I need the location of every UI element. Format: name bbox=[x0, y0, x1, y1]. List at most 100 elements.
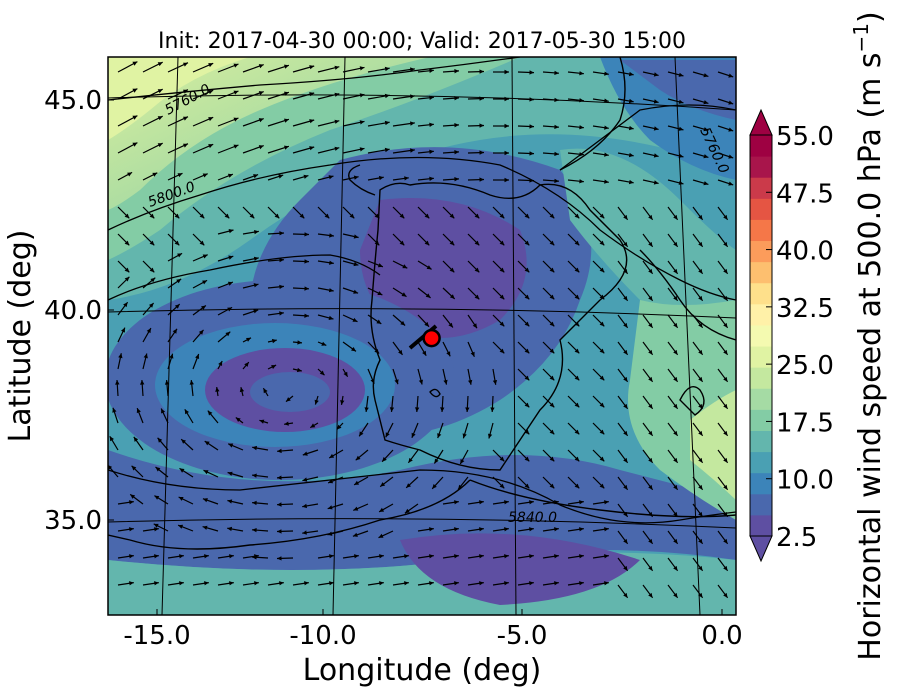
wind-vector-head bbox=[504, 177, 509, 183]
wind-vector-head bbox=[723, 322, 728, 328]
wind-vector-head bbox=[169, 353, 174, 359]
wind-vector-head bbox=[334, 92, 340, 97]
wind-vector-head bbox=[246, 337, 251, 342]
wind-vector-head bbox=[353, 289, 359, 294]
colorbar-segment bbox=[750, 430, 772, 453]
wind-vector-head bbox=[164, 380, 170, 385]
wind-field-slow-core bbox=[360, 198, 527, 338]
colorbar-ticks: 2.5 10.0 17.5 25.0 32.5 40.0 47.5 55.0 bbox=[766, 122, 834, 553]
wind-vector-head bbox=[653, 99, 659, 104]
wind-vector-head bbox=[648, 457, 653, 463]
wind-vector-head bbox=[400, 320, 406, 326]
colorbar-tick-label: 10.0 bbox=[776, 466, 834, 496]
wind-vector-head bbox=[129, 527, 134, 532]
wind-vector-head bbox=[549, 240, 555, 246]
wind-vector-head bbox=[370, 378, 375, 384]
wind-vector-head bbox=[554, 124, 559, 129]
wind-vector-head bbox=[303, 174, 309, 179]
wind-vector-head bbox=[623, 403, 628, 409]
wind-vector-head bbox=[524, 348, 530, 354]
wind-vector-head bbox=[136, 408, 141, 414]
wind-vector-head bbox=[284, 421, 289, 426]
wind-vector-head bbox=[195, 354, 200, 359]
wind-vector-head bbox=[225, 331, 231, 337]
wind-vector-head bbox=[574, 213, 580, 219]
wind-vector-head bbox=[604, 554, 609, 559]
wind-vector-head bbox=[176, 278, 182, 284]
wind-vector-head bbox=[554, 581, 559, 586]
wind-vector-head bbox=[252, 555, 257, 560]
wind-vector-head bbox=[406, 483, 411, 488]
wind-vector-head bbox=[454, 581, 459, 586]
wind-vector-head bbox=[124, 240, 130, 246]
wind-field-low-center bbox=[250, 372, 330, 412]
wind-vector-head bbox=[703, 127, 709, 132]
wind-vector-head bbox=[149, 240, 155, 246]
wind-vector-head bbox=[579, 71, 584, 76]
wind-vector-head bbox=[329, 581, 334, 586]
wind-vector-head bbox=[424, 321, 429, 327]
wind-vector-head bbox=[623, 430, 628, 436]
wind-vector-head bbox=[374, 240, 380, 246]
wind-vector-head bbox=[599, 321, 605, 327]
wind-vector-head bbox=[410, 121, 415, 126]
colorbar-tick-label: 2.5 bbox=[776, 523, 817, 553]
wind-vector-head bbox=[157, 89, 163, 94]
wind-vector-head bbox=[177, 253, 183, 258]
wind-vector-head bbox=[204, 554, 209, 559]
wind-vector-head bbox=[524, 240, 530, 246]
wind-vector-head bbox=[208, 144, 214, 149]
colorbar-segment bbox=[750, 388, 772, 410]
wind-vector-head bbox=[121, 327, 125, 333]
wind-vector-head bbox=[354, 554, 359, 559]
map-frame bbox=[107, 56, 737, 616]
wind-vector-head bbox=[723, 430, 728, 436]
wind-vector-head bbox=[215, 387, 220, 392]
wind-field-slow-south bbox=[108, 450, 736, 570]
wind-vector-head bbox=[377, 291, 383, 295]
wind-vector-head bbox=[174, 213, 180, 219]
wind-field-south-slow bbox=[400, 533, 640, 605]
wind-vector-head bbox=[454, 69, 459, 74]
wind-vector-head bbox=[254, 581, 259, 586]
wind-vector-head bbox=[279, 284, 284, 289]
wind-vector-head bbox=[524, 429, 530, 435]
wind-vector-head bbox=[623, 268, 628, 274]
wind-vector-head bbox=[329, 453, 335, 458]
colorbar-min-extension bbox=[749, 535, 773, 563]
wind-vector-head bbox=[129, 581, 134, 586]
wind-vector-head bbox=[604, 500, 609, 505]
wind-vector-head bbox=[574, 240, 580, 246]
wind-vector-head bbox=[377, 263, 383, 268]
colorbar-segment bbox=[750, 409, 772, 431]
wind-vector-head bbox=[460, 459, 465, 464]
colorbar-frame bbox=[749, 134, 773, 537]
wind-vector-head bbox=[153, 523, 159, 528]
wind-vector-head bbox=[314, 399, 319, 405]
wind-vector-head bbox=[653, 180, 659, 185]
wind-vector-head bbox=[648, 322, 653, 328]
wind-vector-head bbox=[623, 592, 628, 598]
wind-vector-head bbox=[364, 407, 369, 412]
wind-vector-head bbox=[698, 484, 703, 490]
wind-vector-head bbox=[488, 433, 493, 439]
wind-vector-head bbox=[628, 179, 634, 185]
wind-vector-head bbox=[723, 457, 728, 463]
wind-vector-head bbox=[334, 119, 340, 124]
wind-vector-head bbox=[529, 97, 534, 102]
wind-vector-head bbox=[599, 456, 605, 462]
wind-vector-head bbox=[673, 322, 678, 328]
wind-vector-head bbox=[304, 286, 309, 291]
wind-vector-head bbox=[604, 179, 609, 184]
wind-vector-head bbox=[157, 116, 163, 121]
wind-vector-head bbox=[284, 145, 289, 150]
wind-vector-head bbox=[703, 181, 709, 186]
wind-vector-head bbox=[299, 213, 305, 219]
wind-vector-head bbox=[208, 117, 214, 122]
wind-vector-head bbox=[529, 527, 534, 532]
wind-vector-head bbox=[468, 379, 473, 385]
wind-vector-head bbox=[179, 554, 184, 559]
wind-vector-head bbox=[354, 480, 360, 485]
wind-vector-head bbox=[271, 338, 277, 344]
wind-vector-head bbox=[579, 152, 584, 157]
